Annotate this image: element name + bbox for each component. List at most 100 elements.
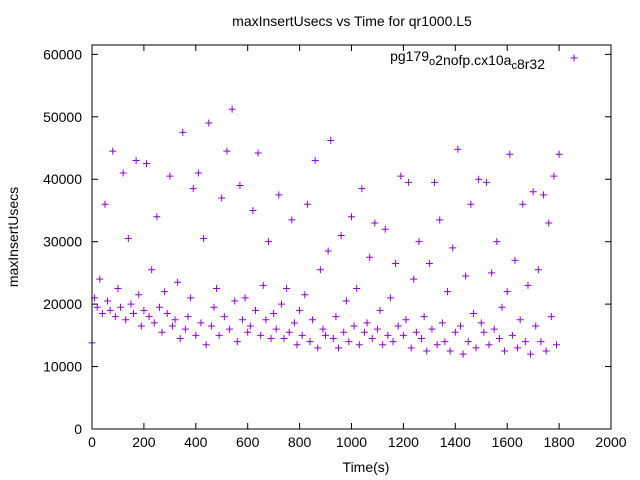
data-point — [350, 322, 358, 330]
data-point — [534, 266, 542, 274]
data-point — [467, 200, 475, 208]
data-point — [114, 285, 122, 293]
data-point — [98, 309, 106, 317]
data-point — [514, 344, 522, 352]
data-point — [303, 200, 311, 208]
y-tick-label: 40000 — [43, 171, 82, 187]
data-point — [373, 325, 381, 333]
data-point — [166, 172, 174, 180]
data-point — [207, 322, 215, 330]
data-point — [319, 325, 327, 333]
x-tick-label: 1600 — [492, 434, 523, 450]
data-point — [218, 194, 226, 202]
data-point — [493, 238, 501, 246]
data-point — [495, 334, 503, 342]
data-point — [239, 316, 247, 324]
data-point — [335, 344, 343, 352]
y-tick-label: 50000 — [43, 109, 82, 125]
data-point — [194, 169, 202, 177]
x-tick-label: 200 — [132, 434, 156, 450]
data-point — [508, 331, 516, 339]
data-point — [316, 266, 324, 274]
y-tick-label: 10000 — [43, 359, 82, 375]
data-point — [285, 328, 293, 336]
data-point — [407, 344, 415, 352]
y-tick-label: 60000 — [43, 46, 82, 62]
data-point — [553, 341, 561, 349]
data-point — [389, 338, 397, 346]
data-point — [527, 350, 535, 358]
data-point — [327, 137, 335, 145]
data-point — [205, 119, 213, 127]
data-point — [168, 322, 176, 330]
data-point — [537, 338, 545, 346]
data-point — [246, 322, 254, 330]
data-point — [293, 341, 301, 349]
data-point — [311, 157, 319, 165]
data-point — [456, 322, 464, 330]
data-point — [542, 347, 550, 355]
data-point — [220, 313, 228, 321]
data-point — [480, 328, 488, 336]
data-point — [366, 253, 374, 261]
data-point — [181, 325, 189, 333]
x-tick-label: 800 — [288, 434, 312, 450]
data-point — [233, 338, 241, 346]
plot-border — [91, 44, 612, 430]
data-point — [189, 185, 197, 193]
data-point — [420, 313, 428, 321]
x-tick-label: 1800 — [544, 434, 575, 450]
data-point — [130, 309, 138, 317]
data-point — [410, 275, 418, 283]
data-point — [441, 338, 449, 346]
data-point — [101, 200, 109, 208]
data-point — [444, 288, 452, 296]
data-point — [358, 185, 366, 193]
data-point — [324, 247, 332, 255]
data-point — [223, 147, 231, 155]
data-point — [158, 328, 166, 336]
data-point — [402, 316, 410, 324]
data-point — [93, 303, 101, 311]
data-point — [155, 303, 163, 311]
data-point — [477, 319, 485, 327]
data-point — [376, 306, 384, 314]
data-point — [345, 338, 353, 346]
data-point — [501, 347, 509, 355]
data-point — [127, 300, 135, 308]
data-point — [241, 294, 249, 302]
data-point — [176, 334, 184, 342]
data-point — [275, 191, 283, 199]
data-point — [197, 319, 205, 327]
data-point — [547, 313, 555, 321]
data-point — [469, 309, 477, 317]
data-point — [464, 338, 472, 346]
data-point — [379, 341, 387, 349]
data-point — [454, 145, 462, 153]
data-point — [96, 275, 104, 283]
data-point — [226, 325, 234, 333]
data-point — [135, 291, 143, 299]
x-tick-label: 0 — [88, 434, 96, 450]
data-point — [342, 297, 350, 305]
data-point — [262, 316, 270, 324]
data-point — [124, 235, 132, 243]
data-point — [296, 306, 304, 314]
data-point — [355, 341, 363, 349]
data-point — [277, 300, 285, 308]
y-axis-label: maxInsertUsecs — [5, 187, 21, 287]
data-point — [137, 322, 145, 330]
data-point — [329, 334, 337, 342]
data-point — [475, 175, 483, 183]
data-point — [309, 316, 317, 324]
data-point — [251, 306, 259, 314]
x-axis-label: Time(s) — [343, 459, 390, 475]
data-point — [399, 331, 407, 339]
legend-marker — [570, 54, 578, 62]
data-point — [202, 341, 210, 349]
data-point — [272, 325, 280, 333]
data-point — [363, 319, 371, 327]
y-tick-label: 0 — [74, 421, 82, 437]
data-point — [405, 178, 413, 186]
